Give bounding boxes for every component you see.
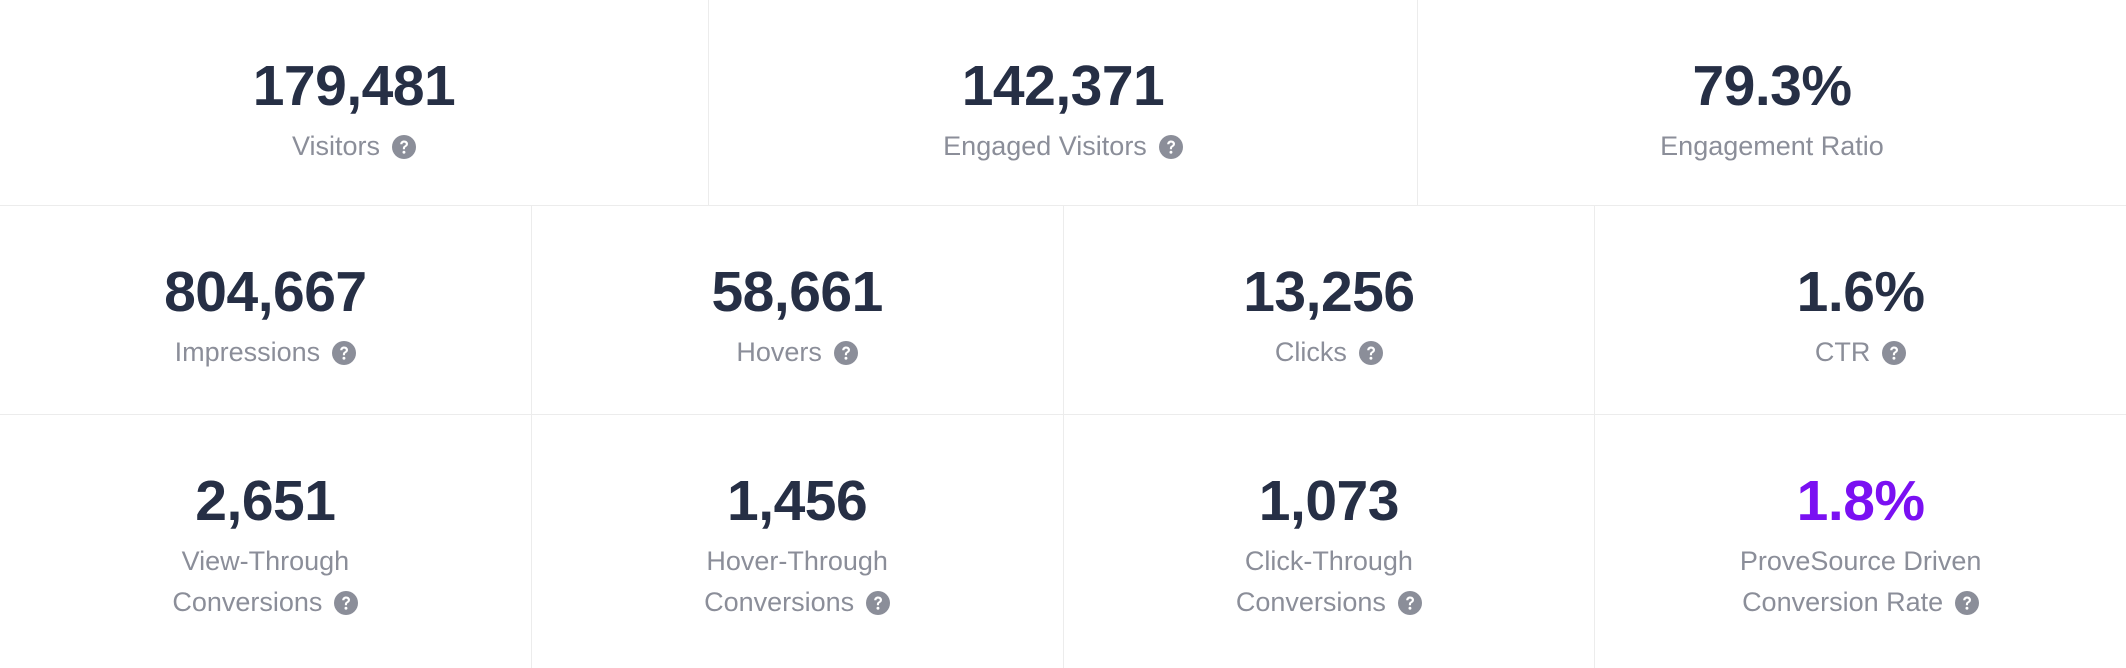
label-line: Conversions (1236, 582, 1422, 623)
label-line: View-Through (182, 541, 350, 582)
metric-value: 79.3% (1692, 54, 1852, 118)
label-text: Engagement Ratio (1660, 131, 1884, 161)
metric-card: 13,256 Clicks (1064, 206, 1596, 414)
metric-value: 1.6% (1796, 260, 1925, 324)
metric-card: 1.8% ProveSource Driven Conversion Rate (1595, 415, 2126, 668)
metric-label: Engaged Visitors (943, 126, 1183, 167)
label-line: Conversions (704, 582, 891, 623)
metric-label: Hover-Through Conversions (704, 541, 891, 623)
metric-value: 179,481 (252, 54, 456, 118)
label-line: Engagement Ratio (1660, 126, 1884, 167)
label-text: Hover-Through (706, 546, 888, 576)
label-text: Conversions (172, 587, 323, 617)
metric-value: 142,371 (961, 54, 1165, 118)
label-line: ProveSource Driven (1740, 541, 1982, 582)
label-text: Conversion Rate (1742, 587, 1944, 617)
info-icon[interactable] (392, 134, 417, 159)
label-text: Engaged Visitors (943, 131, 1147, 161)
label-text: View-Through (181, 546, 350, 576)
metric-value: 804,667 (164, 260, 367, 324)
info-icon[interactable] (1358, 340, 1383, 365)
metric-card: 142,371 Engaged Visitors (709, 0, 1418, 205)
label-line: Clicks (1275, 332, 1383, 373)
metric-label: Engagement Ratio (1660, 126, 1884, 167)
metric-value: 58,661 (711, 260, 883, 324)
metric-label: Clicks (1275, 332, 1383, 373)
metric-card: 1,073 Click-Through Conversions (1064, 415, 1596, 668)
info-icon[interactable] (332, 340, 357, 365)
label-line: Impressions (175, 332, 357, 373)
metrics-row: 2,651 View-Through Conversions 1,456 Hover-T… (0, 415, 2126, 668)
metric-label: CTR (1815, 332, 1907, 373)
metric-card: 58,661 Hovers (532, 206, 1064, 414)
label-text: ProveSource Driven (1739, 546, 1982, 576)
label-line: Conversion Rate (1742, 582, 1980, 623)
info-icon[interactable] (334, 590, 359, 615)
metric-card: 804,667 Impressions (0, 206, 532, 414)
metric-label: Impressions (175, 332, 357, 373)
info-icon[interactable] (1882, 340, 1907, 365)
metric-value: 2,651 (195, 469, 336, 533)
label-line: Click-Through (1245, 541, 1413, 582)
info-icon[interactable] (866, 590, 891, 615)
label-line: Engaged Visitors (943, 126, 1183, 167)
metric-value: 1,456 (727, 469, 868, 533)
info-icon[interactable] (1397, 590, 1422, 615)
metrics-row: 804,667 Impressions 58,661 Hovers 13,256 Clic… (0, 206, 2126, 415)
info-icon[interactable] (833, 340, 858, 365)
metric-card: 179,481 Visitors (0, 0, 709, 205)
label-line: Hovers (736, 332, 858, 373)
label-line: Conversions (172, 582, 359, 623)
label-text: Impressions (174, 337, 321, 367)
metrics-row: 179,481 Visitors 142,371 Engaged Visitors 79… (0, 0, 2126, 206)
metric-value: 1,073 (1258, 469, 1400, 533)
metric-label: Click-Through Conversions (1236, 541, 1422, 623)
label-line: CTR (1815, 332, 1907, 373)
info-icon[interactable] (1955, 590, 1980, 615)
label-line: Visitors (291, 126, 417, 167)
metric-label: Hovers (736, 332, 858, 373)
label-line: Hover-Through (706, 541, 888, 582)
label-text: Visitors (291, 131, 381, 161)
metric-label: View-Through Conversions (172, 541, 359, 623)
label-text: Conversions (704, 587, 855, 617)
label-text: Conversions (1235, 587, 1386, 617)
metric-card: 1.6% CTR (1595, 206, 2126, 414)
info-icon[interactable] (1158, 134, 1183, 159)
label-text: CTR (1814, 337, 1871, 367)
metric-value: 13,256 (1243, 260, 1415, 324)
label-text: Click-Through (1244, 546, 1413, 576)
metric-label: Visitors (291, 126, 417, 167)
label-text: Clicks (1274, 337, 1347, 367)
metric-card: 2,651 View-Through Conversions (0, 415, 532, 668)
metric-card: 79.3% Engagement Ratio (1418, 0, 2126, 205)
metric-label: ProveSource Driven Conversion Rate (1740, 541, 1982, 623)
metric-value: 1.8% (1796, 469, 1925, 533)
metric-card: 1,456 Hover-Through Conversions (532, 415, 1064, 668)
label-text: Hovers (736, 337, 822, 367)
